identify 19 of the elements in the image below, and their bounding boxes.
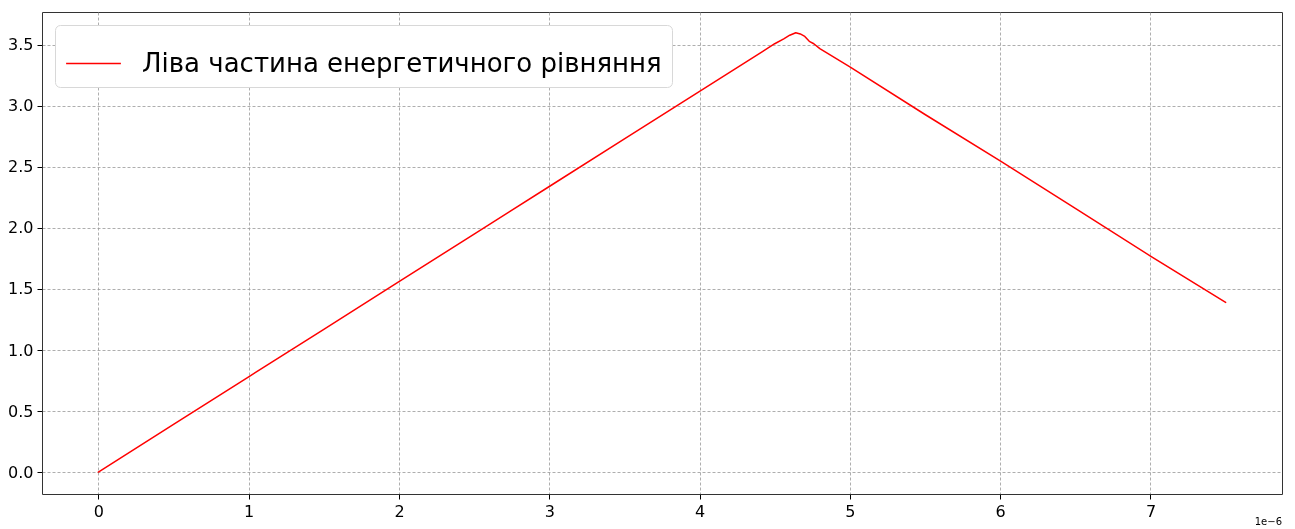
x-tick-label: 6 [995,501,1006,521]
y-tick-label: 0.5 [8,401,34,421]
x-tick-label: 0 [93,501,104,521]
y-tick-label: 3.0 [8,96,34,116]
y-tick-label: 1.5 [8,279,34,299]
y-tick-label: 1.0 [8,340,34,360]
y-tick-label: 2.0 [8,218,34,238]
legend-label: Ліва частина енергетичного рівняння [142,47,662,78]
y-tick-label: 0.0 [8,462,34,482]
x-tick-label: 3 [544,501,555,521]
x-tick-label: 7 [1145,501,1157,521]
x-tick-label: 2 [394,501,405,521]
y-tick-label: 3.5 [8,35,34,55]
text: 1e−6 [1254,516,1282,527]
x-tick-label: 5 [845,501,856,521]
x-tick-label: 4 [694,501,706,521]
y-tick-label: 2.5 [8,157,34,177]
x-tick-label: 1 [244,501,255,521]
line-series [97,31,1227,473]
